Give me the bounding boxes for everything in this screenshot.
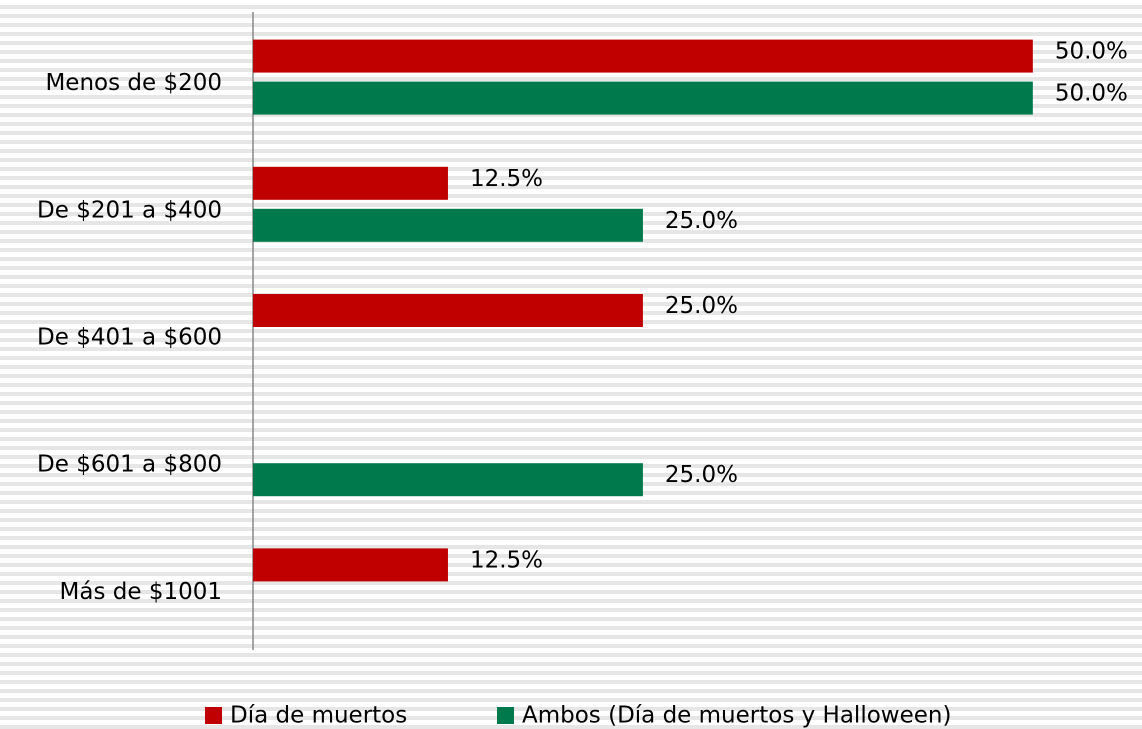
bar bbox=[253, 81, 1033, 115]
bar bbox=[253, 166, 448, 200]
bar bbox=[253, 39, 1033, 73]
bar bbox=[253, 294, 643, 327]
data-label: 12.5% bbox=[470, 166, 543, 192]
data-label: 25.0% bbox=[665, 293, 738, 319]
data-label: 50.0% bbox=[1055, 39, 1128, 65]
legend-swatch bbox=[205, 707, 222, 724]
y-tick-label: De $201 a $400 bbox=[37, 197, 222, 223]
bar bbox=[253, 548, 448, 582]
data-label: 25.0% bbox=[665, 462, 738, 488]
data-label: 50.0% bbox=[1055, 81, 1128, 107]
bar bbox=[253, 463, 643, 497]
legend-label: Ambos (Día de muertos y Halloween) bbox=[522, 703, 951, 729]
y-tick-label: Más de $1001 bbox=[60, 579, 222, 605]
bar bbox=[253, 208, 643, 242]
y-tick-label: De $401 a $600 bbox=[37, 325, 222, 351]
y-tick-label: De $601 a $800 bbox=[37, 452, 222, 478]
legend-label: Día de muertos bbox=[230, 703, 407, 729]
data-label: 25.0% bbox=[665, 208, 738, 234]
data-label: 12.5% bbox=[470, 547, 543, 573]
y-tick-label: Menos de $200 bbox=[45, 70, 222, 96]
legend-swatch bbox=[497, 707, 514, 724]
